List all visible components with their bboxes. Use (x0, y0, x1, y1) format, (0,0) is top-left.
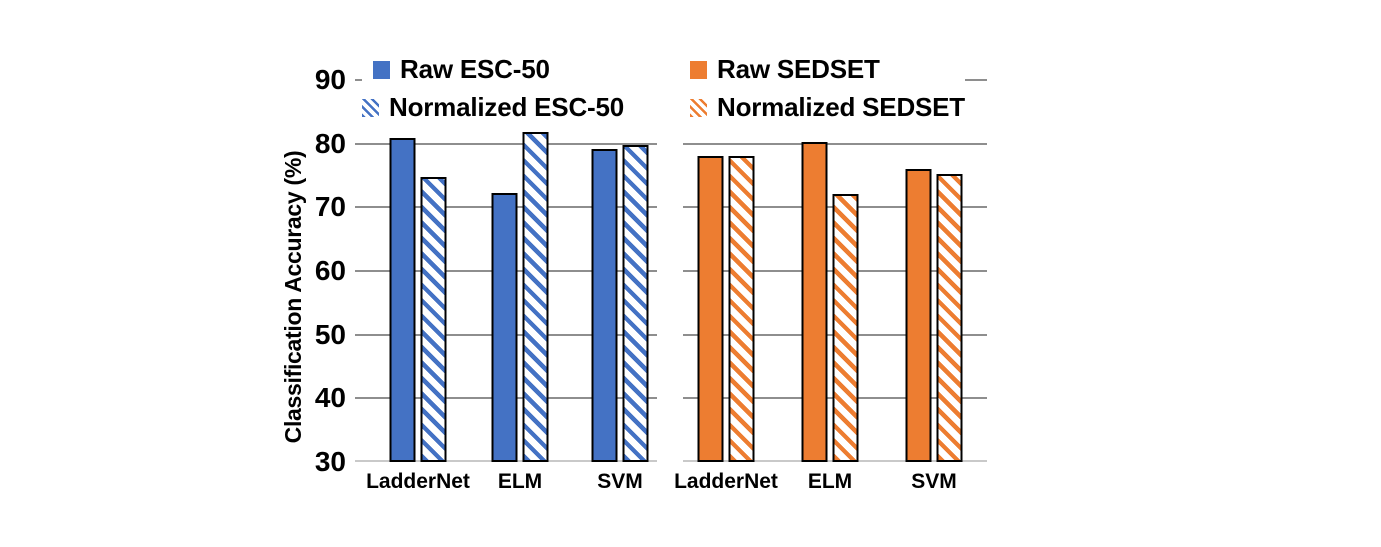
legend-label: Raw ESC-50 (400, 54, 550, 84)
y-tick-label: 50 (314, 318, 346, 350)
raw-sedset-swatch-icon (690, 60, 707, 79)
legend-entry-normalized-sedset: Normalized SEDSET (690, 91, 965, 124)
bar-raw-sedset-laddernet (697, 155, 724, 462)
x-category-label: ELM (497, 470, 543, 493)
bar-raw-esc-50-svm (591, 149, 618, 462)
y-tick-label: 70 (314, 191, 346, 223)
bar-group-sedset-laddernet (697, 155, 755, 462)
legend-column-sedset: Raw SEDSET Normalized SEDSET (690, 53, 965, 124)
raw-esc50-swatch-icon (373, 60, 390, 79)
bar-group-sedset-elm (801, 142, 859, 462)
bar-raw-sedset-svm (905, 168, 932, 462)
legend-entry-normalized-esc50: Normalized ESC-50 (362, 91, 690, 124)
x-category-label: SVM (597, 470, 643, 493)
bar-group-esc-50-elm (491, 131, 549, 462)
bar-raw-esc-50-laddernet (389, 137, 416, 462)
legend-entry-raw-sedset: Raw SEDSET (690, 53, 965, 86)
y-tick-label: 40 (314, 382, 346, 414)
gridline (683, 142, 987, 145)
bar-normalized-esc-50-svm (622, 144, 649, 462)
normalized-esc50-swatch-icon (362, 98, 379, 117)
bar-normalized-esc-50-elm (522, 131, 549, 462)
legend-column-esc50: Raw ESC-50 Normalized ESC-50 (362, 53, 690, 124)
y-tick-label: 90 (314, 64, 346, 95)
legend-label: Normalized ESC-50 (389, 92, 625, 122)
bar-raw-esc-50-elm (491, 193, 518, 462)
legend-label: Raw SEDSET (717, 54, 880, 84)
bar-normalized-sedset-elm (832, 193, 859, 462)
gridline (355, 142, 657, 145)
x-category-label: LadderNet (674, 470, 778, 493)
bar-raw-sedset-elm (801, 142, 828, 462)
normalized-sedset-swatch-icon (690, 98, 707, 117)
y-tick-label: 80 (314, 127, 346, 159)
x-category-label: SVM (911, 470, 957, 493)
y-tick-label: 30 (314, 446, 346, 477)
bar-normalized-sedset-laddernet (728, 155, 755, 462)
plot-panel-sedset: LadderNet ELM SVM (674, 79, 987, 493)
x-category-label: LadderNet (366, 470, 470, 493)
legend: Raw ESC-50 Normalized ESC-50 Raw SEDSET … (362, 53, 965, 124)
bar-group-esc-50-laddernet (389, 137, 447, 462)
y-tick-label: 60 (314, 255, 346, 286)
legend-label: Normalized SEDSET (717, 92, 965, 122)
plot-panel-esc-50: LadderNet ELM SVM (355, 79, 657, 493)
bar-group-esc-50-svm (591, 144, 649, 462)
x-category-label: ELM (807, 470, 853, 493)
bar-normalized-esc-50-laddernet (420, 176, 447, 462)
bar-group-sedset-svm (905, 168, 963, 462)
bar-normalized-sedset-svm (936, 174, 963, 462)
legend-entry-raw-esc50: Raw ESC-50 (362, 53, 690, 86)
